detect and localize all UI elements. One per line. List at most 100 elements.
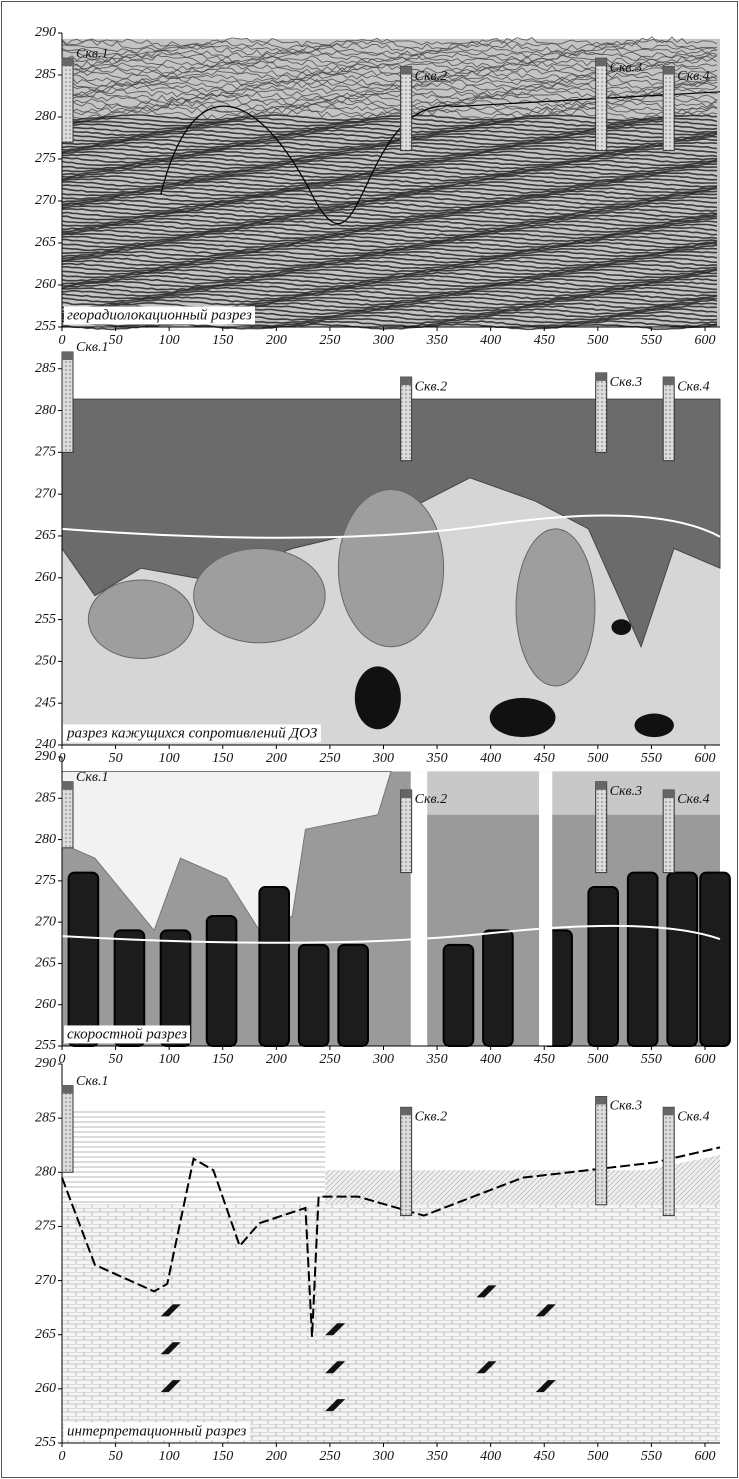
well-label: Скв.2 — [415, 792, 447, 807]
res-mid — [337, 489, 445, 648]
reflector — [61, 174, 718, 182]
y-tick-label: 260 — [35, 1381, 56, 1396]
y-tick-label: 260 — [35, 277, 56, 292]
y-tick-label: 260 — [35, 570, 56, 585]
x-tick-label: 150 — [212, 1449, 233, 1464]
x-tick-label: 50 — [109, 333, 123, 348]
x-tick-label: 100 — [159, 751, 180, 766]
vel-high — [297, 943, 330, 1047]
x-tick-label: 200 — [266, 751, 287, 766]
reflector — [61, 132, 718, 140]
res-low — [611, 619, 632, 635]
x-tick-label: 550 — [641, 751, 662, 766]
reflector — [61, 108, 718, 121]
well-label: Скв.3 — [610, 60, 642, 75]
x-tick-label: 250 — [319, 751, 340, 766]
y-tick-label: 265 — [35, 528, 56, 543]
reflector — [61, 289, 718, 297]
reflector — [61, 63, 718, 75]
y-tick-label: 250 — [35, 654, 56, 669]
vel-high — [587, 886, 620, 1047]
reflector — [61, 177, 717, 185]
panel: 255 260 265 270 275 280 285 290 0 50 100 150 200 250 3… — [35, 749, 731, 1067]
well-soil — [400, 790, 412, 799]
well-label: Скв.4 — [677, 792, 709, 807]
vel-high — [482, 929, 514, 1048]
reflector — [61, 247, 718, 255]
well-column — [595, 1095, 608, 1206]
vel-top — [423, 771, 720, 815]
reflector — [61, 54, 718, 66]
well-label: Скв.2 — [415, 1110, 447, 1125]
water-table — [61, 924, 721, 944]
x-tick-label: 50 — [109, 1449, 123, 1464]
reflector — [61, 265, 718, 273]
x-tick-label: 250 — [319, 1449, 340, 1464]
reflector — [61, 214, 718, 222]
reflector — [61, 103, 718, 114]
x-tick-label: 600 — [694, 333, 715, 348]
well-column — [61, 351, 74, 453]
reflector — [61, 153, 718, 161]
y-tick-label: 270 — [35, 914, 56, 929]
reflector — [61, 301, 718, 310]
unit-loam — [62, 1109, 326, 1205]
x-tick-label: 550 — [641, 1052, 662, 1067]
y-tick-label: 270 — [35, 1273, 56, 1288]
reflector — [62, 223, 718, 231]
y-tick-label: 275 — [35, 873, 56, 888]
reflector — [61, 286, 718, 294]
vel-high — [205, 914, 238, 1048]
x-tick-label: 100 — [159, 333, 180, 348]
well-label: Скв.3 — [610, 784, 642, 799]
x-tick-label: 200 — [266, 1449, 287, 1464]
y-tick-label: 240 — [35, 737, 56, 752]
reflector — [61, 271, 718, 279]
reflector — [61, 241, 718, 249]
well-label: Скв.1 — [76, 1074, 108, 1089]
y-tick-label: 255 — [35, 1038, 56, 1053]
well-column — [61, 57, 74, 143]
reflector — [61, 99, 718, 112]
reflector — [61, 217, 718, 225]
reflector — [61, 299, 718, 307]
reflector — [61, 42, 718, 54]
caption: георадиолокационный разрез — [67, 307, 252, 323]
well-column — [595, 57, 608, 152]
reflector — [61, 323, 718, 331]
y-tick-label: 255 — [35, 1435, 56, 1450]
reflector — [61, 36, 718, 47]
reflector — [61, 168, 718, 176]
reflector — [61, 192, 718, 200]
reflector — [61, 256, 718, 264]
res-mid — [193, 548, 326, 644]
karst — [535, 1304, 556, 1317]
reflector — [61, 235, 718, 243]
water-table — [61, 514, 721, 539]
reflector — [62, 114, 718, 122]
vel-high — [626, 871, 659, 1047]
y-tick-label: 280 — [35, 1165, 56, 1180]
reflector — [61, 147, 718, 155]
caption-box — [64, 1025, 191, 1044]
x-tick-label: 450 — [534, 1449, 555, 1464]
x-tick-label: 300 — [372, 1449, 394, 1464]
reflector — [61, 51, 718, 63]
x-tick-label: 450 — [534, 1052, 555, 1067]
caption: скоростной разрез — [67, 1026, 187, 1042]
well-soil — [62, 1085, 73, 1094]
reflector — [62, 229, 718, 237]
x-tick-label: 550 — [641, 333, 662, 348]
reflector — [61, 274, 718, 282]
reflector — [61, 162, 718, 170]
caption-box — [63, 724, 321, 743]
y-tick-label: 245 — [35, 695, 56, 710]
reflector — [61, 96, 718, 108]
unit-sand — [325, 1170, 720, 1205]
reflector — [61, 150, 718, 158]
x-tick-label: 500 — [587, 751, 608, 766]
x-tick-label: 50 — [109, 751, 123, 766]
res-mid — [515, 528, 596, 687]
well-column — [61, 781, 74, 849]
reflector — [61, 210, 718, 219]
